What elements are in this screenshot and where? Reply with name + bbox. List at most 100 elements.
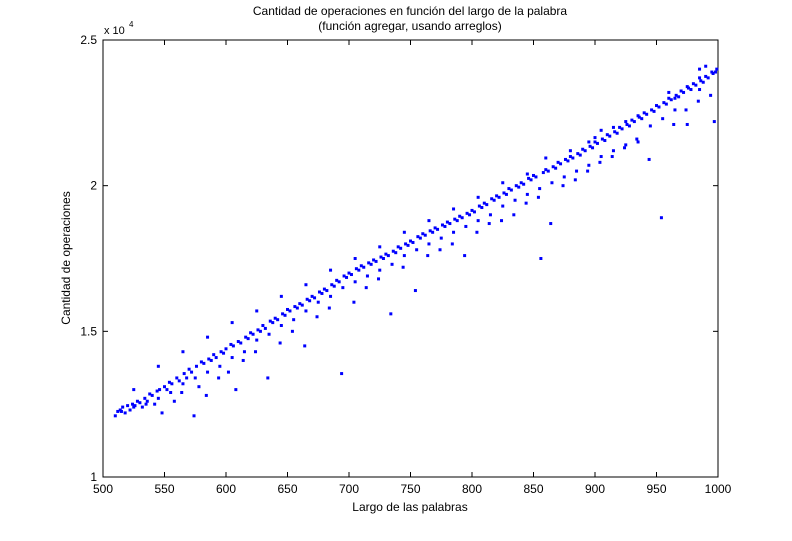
data-point: [330, 283, 334, 287]
data-point: [218, 364, 222, 368]
data-point: [715, 67, 719, 71]
data-point: [246, 337, 250, 341]
data-point: [559, 162, 563, 166]
data-point: [349, 273, 353, 277]
data-point: [341, 286, 345, 290]
data-point: [714, 70, 718, 74]
data-point: [268, 319, 272, 323]
data-point: [464, 224, 468, 228]
data-point: [140, 405, 144, 409]
data-point: [353, 280, 357, 284]
data-point: [497, 195, 501, 199]
data-point: [699, 79, 703, 83]
data-point: [394, 251, 398, 255]
data-point: [352, 300, 356, 304]
y-axis-label: Cantidad de operaciones: [59, 191, 73, 324]
x-tick-label: 650: [277, 482, 297, 496]
data-point: [308, 299, 312, 303]
data-point: [251, 332, 255, 336]
data-point: [163, 385, 166, 389]
data-point: [381, 257, 385, 260]
x-axis-ticks: 500 550 600 650 700 750 800 850 900 950 1000: [93, 40, 732, 496]
data-point: [244, 335, 248, 339]
data-point: [362, 265, 366, 269]
data-point: [620, 127, 624, 131]
data-point: [672, 122, 676, 126]
data-point: [438, 248, 442, 252]
data-point: [428, 229, 432, 233]
data-point: [611, 125, 615, 129]
data-point: [480, 206, 484, 210]
data-point: [369, 262, 373, 266]
data-point: [342, 274, 346, 278]
data-point: [212, 353, 216, 357]
data-point: [199, 360, 203, 364]
data-point: [335, 278, 339, 282]
data-point: [230, 356, 234, 360]
data-point: [254, 350, 258, 354]
y-tick-label: 1.5: [80, 324, 97, 338]
data-point: [126, 404, 130, 408]
data-point: [229, 342, 233, 346]
data-point: [524, 201, 528, 205]
data-point: [273, 316, 277, 320]
data-point: [418, 236, 422, 240]
y-axis-ticks: 1 1.5 2 2.5: [80, 33, 718, 484]
data-point: [193, 376, 197, 380]
data-point: [618, 125, 622, 129]
data-point: [155, 389, 159, 393]
data-point: [538, 187, 542, 191]
data-point: [345, 275, 349, 279]
data-point: [304, 283, 308, 287]
data-point: [500, 219, 504, 223]
data-point: [519, 181, 523, 185]
data-point: [640, 117, 644, 121]
data-point: [320, 291, 324, 295]
data-point: [347, 271, 351, 275]
data-point: [636, 114, 640, 118]
data-point: [645, 112, 649, 116]
data-point: [128, 408, 132, 412]
data-point: [706, 76, 710, 80]
data-point: [224, 347, 228, 351]
data-point: [226, 370, 230, 374]
data-point: [144, 402, 148, 406]
data-point: [255, 309, 259, 313]
y-tick-label: 2: [90, 179, 97, 193]
data-point: [712, 120, 716, 124]
data-point: [234, 388, 238, 392]
data-point: [701, 80, 705, 84]
data-point: [390, 262, 394, 266]
data-point: [452, 230, 456, 234]
data-point: [673, 96, 677, 100]
data-point: [337, 280, 341, 284]
y-axis-exponent-base: x 10: [104, 25, 125, 37]
data-point: [181, 350, 185, 354]
data-point: [288, 309, 292, 313]
data-point: [679, 89, 683, 93]
data-point: [682, 90, 686, 94]
data-point: [295, 306, 299, 310]
data-point: [433, 226, 437, 230]
data-point: [593, 136, 597, 140]
data-point: [222, 351, 226, 355]
data-point: [426, 254, 430, 258]
data-point: [436, 227, 440, 231]
data-point: [551, 165, 555, 169]
data-point: [605, 133, 609, 137]
data-point: [575, 169, 579, 173]
data-point: [206, 335, 210, 339]
data-point: [704, 64, 708, 68]
data-point: [116, 409, 120, 413]
data-point: [267, 332, 271, 336]
data-point: [402, 254, 406, 258]
data-point: [322, 287, 326, 291]
data-point: [648, 124, 652, 128]
data-point: [549, 222, 553, 226]
data-point: [185, 376, 189, 380]
x-tick-label: 750: [400, 482, 420, 496]
data-point: [694, 83, 698, 87]
data-point: [630, 118, 634, 122]
data-point: [669, 98, 673, 102]
data-point: [556, 160, 560, 164]
